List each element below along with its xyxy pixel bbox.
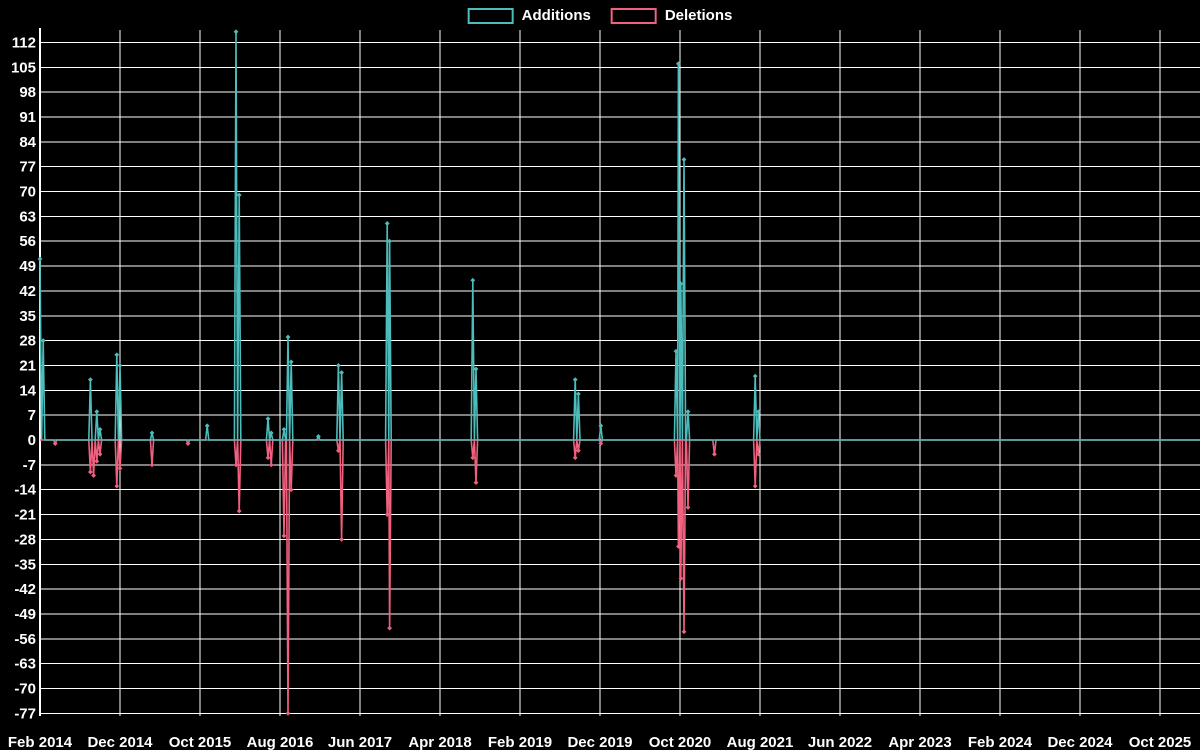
svg-text:Aug 2021: Aug 2021	[727, 734, 794, 750]
svg-text:35: 35	[19, 308, 36, 325]
svg-text:Feb 2019: Feb 2019	[488, 734, 552, 750]
svg-text:-49: -49	[14, 606, 36, 623]
legend-item-additions: Additions	[467, 7, 591, 24]
chart-legend: Additions Deletions	[467, 7, 733, 24]
additions-point-markers	[37, 29, 761, 439]
svg-text:14: 14	[19, 382, 36, 399]
legend-label-deletions: Deletions	[664, 7, 733, 24]
additions-swatch-icon	[467, 7, 514, 24]
svg-text:84: 84	[19, 134, 36, 151]
svg-text:77: 77	[19, 159, 36, 176]
svg-text:-42: -42	[14, 581, 36, 598]
svg-text:Feb 2024: Feb 2024	[968, 734, 1033, 750]
svg-text:-7: -7	[23, 457, 36, 474]
svg-text:Oct 2020: Oct 2020	[649, 734, 712, 750]
svg-text:98: 98	[19, 84, 36, 101]
svg-text:7: 7	[28, 407, 36, 424]
svg-text:-14: -14	[14, 482, 36, 499]
y-axis-labels: 1121059891847770635649423528211470-7-14-…	[11, 34, 37, 722]
svg-text:70: 70	[19, 184, 36, 201]
svg-text:Apr 2018: Apr 2018	[408, 734, 471, 750]
gridlines	[39, 30, 1200, 716]
svg-text:42: 42	[19, 283, 36, 300]
svg-text:Oct 2025: Oct 2025	[1129, 734, 1192, 750]
svg-text:112: 112	[12, 34, 36, 51]
svg-text:28: 28	[19, 333, 36, 350]
svg-text:-77: -77	[14, 705, 36, 722]
svg-text:-28: -28	[14, 531, 36, 548]
svg-text:-56: -56	[14, 631, 36, 648]
svg-text:Jun 2022: Jun 2022	[808, 734, 872, 750]
legend-label-additions: Additions	[521, 7, 591, 24]
svg-text:0: 0	[28, 432, 36, 449]
svg-text:Feb 2014: Feb 2014	[8, 734, 73, 750]
svg-text:Aug 2016: Aug 2016	[247, 734, 314, 750]
deletions-swatch-icon	[610, 7, 657, 24]
svg-text:Dec 2024: Dec 2024	[1047, 734, 1113, 750]
svg-text:21: 21	[19, 357, 36, 374]
svg-text:56: 56	[19, 233, 36, 250]
svg-text:-63: -63	[14, 656, 36, 673]
svg-text:91: 91	[19, 109, 36, 126]
x-axis-labels: Feb 2014 Dec 2014 Oct 2015 Aug 2016 Jun 2017…	[8, 734, 1191, 750]
legend-item-deletions: Deletions	[610, 7, 733, 24]
svg-text:Apr 2023: Apr 2023	[888, 734, 951, 750]
svg-text:-21: -21	[14, 507, 36, 524]
additions-series-line	[39, 31, 1200, 441]
svg-text:-70: -70	[14, 681, 36, 698]
svg-text:105: 105	[11, 59, 36, 76]
svg-text:Dec 2014: Dec 2014	[87, 734, 153, 750]
svg-text:49: 49	[19, 258, 36, 275]
svg-text:Jun 2017: Jun 2017	[328, 734, 392, 750]
svg-text:Oct 2015: Oct 2015	[169, 734, 232, 750]
svg-text:63: 63	[19, 208, 36, 225]
svg-text:-35: -35	[14, 556, 36, 573]
svg-text:Dec 2019: Dec 2019	[567, 734, 632, 750]
deletions-series-line	[40, 439, 1200, 714]
deletions-point-markers	[52, 441, 761, 716]
